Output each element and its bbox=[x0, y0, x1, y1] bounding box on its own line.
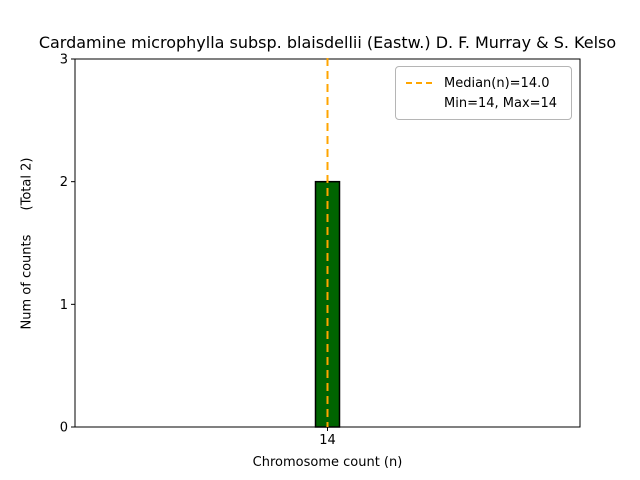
x-tick-label: 14 bbox=[319, 433, 336, 448]
y-tick-label: 1 bbox=[60, 298, 68, 313]
y-axis-label: Num of counts (Total 2) bbox=[20, 60, 35, 428]
legend-row-minmax: Min=14, Max=14 bbox=[405, 93, 562, 113]
y-tick-label: 3 bbox=[60, 53, 68, 68]
legend-label-median: Median(n)=14.0 bbox=[444, 75, 550, 91]
y-tick-label: 0 bbox=[60, 421, 68, 436]
chart-title: Cardamine microphylla subsp. blaisdellii… bbox=[38, 33, 617, 52]
legend-empty-sample bbox=[405, 96, 435, 110]
total-count-label: (Total 2) bbox=[19, 157, 35, 211]
legend-label-minmax: Min=14, Max=14 bbox=[444, 95, 558, 111]
legend-row-median: Median(n)=14.0 bbox=[405, 73, 562, 93]
median-dashed-line-icon bbox=[406, 82, 434, 84]
y-axis-label-text: Num of counts bbox=[19, 234, 35, 330]
x-axis-label: Chromosome count (n) bbox=[252, 455, 403, 470]
y-tick-label: 2 bbox=[60, 175, 68, 190]
legend: Median(n)=14.0 Min=14, Max=14 bbox=[395, 66, 572, 120]
